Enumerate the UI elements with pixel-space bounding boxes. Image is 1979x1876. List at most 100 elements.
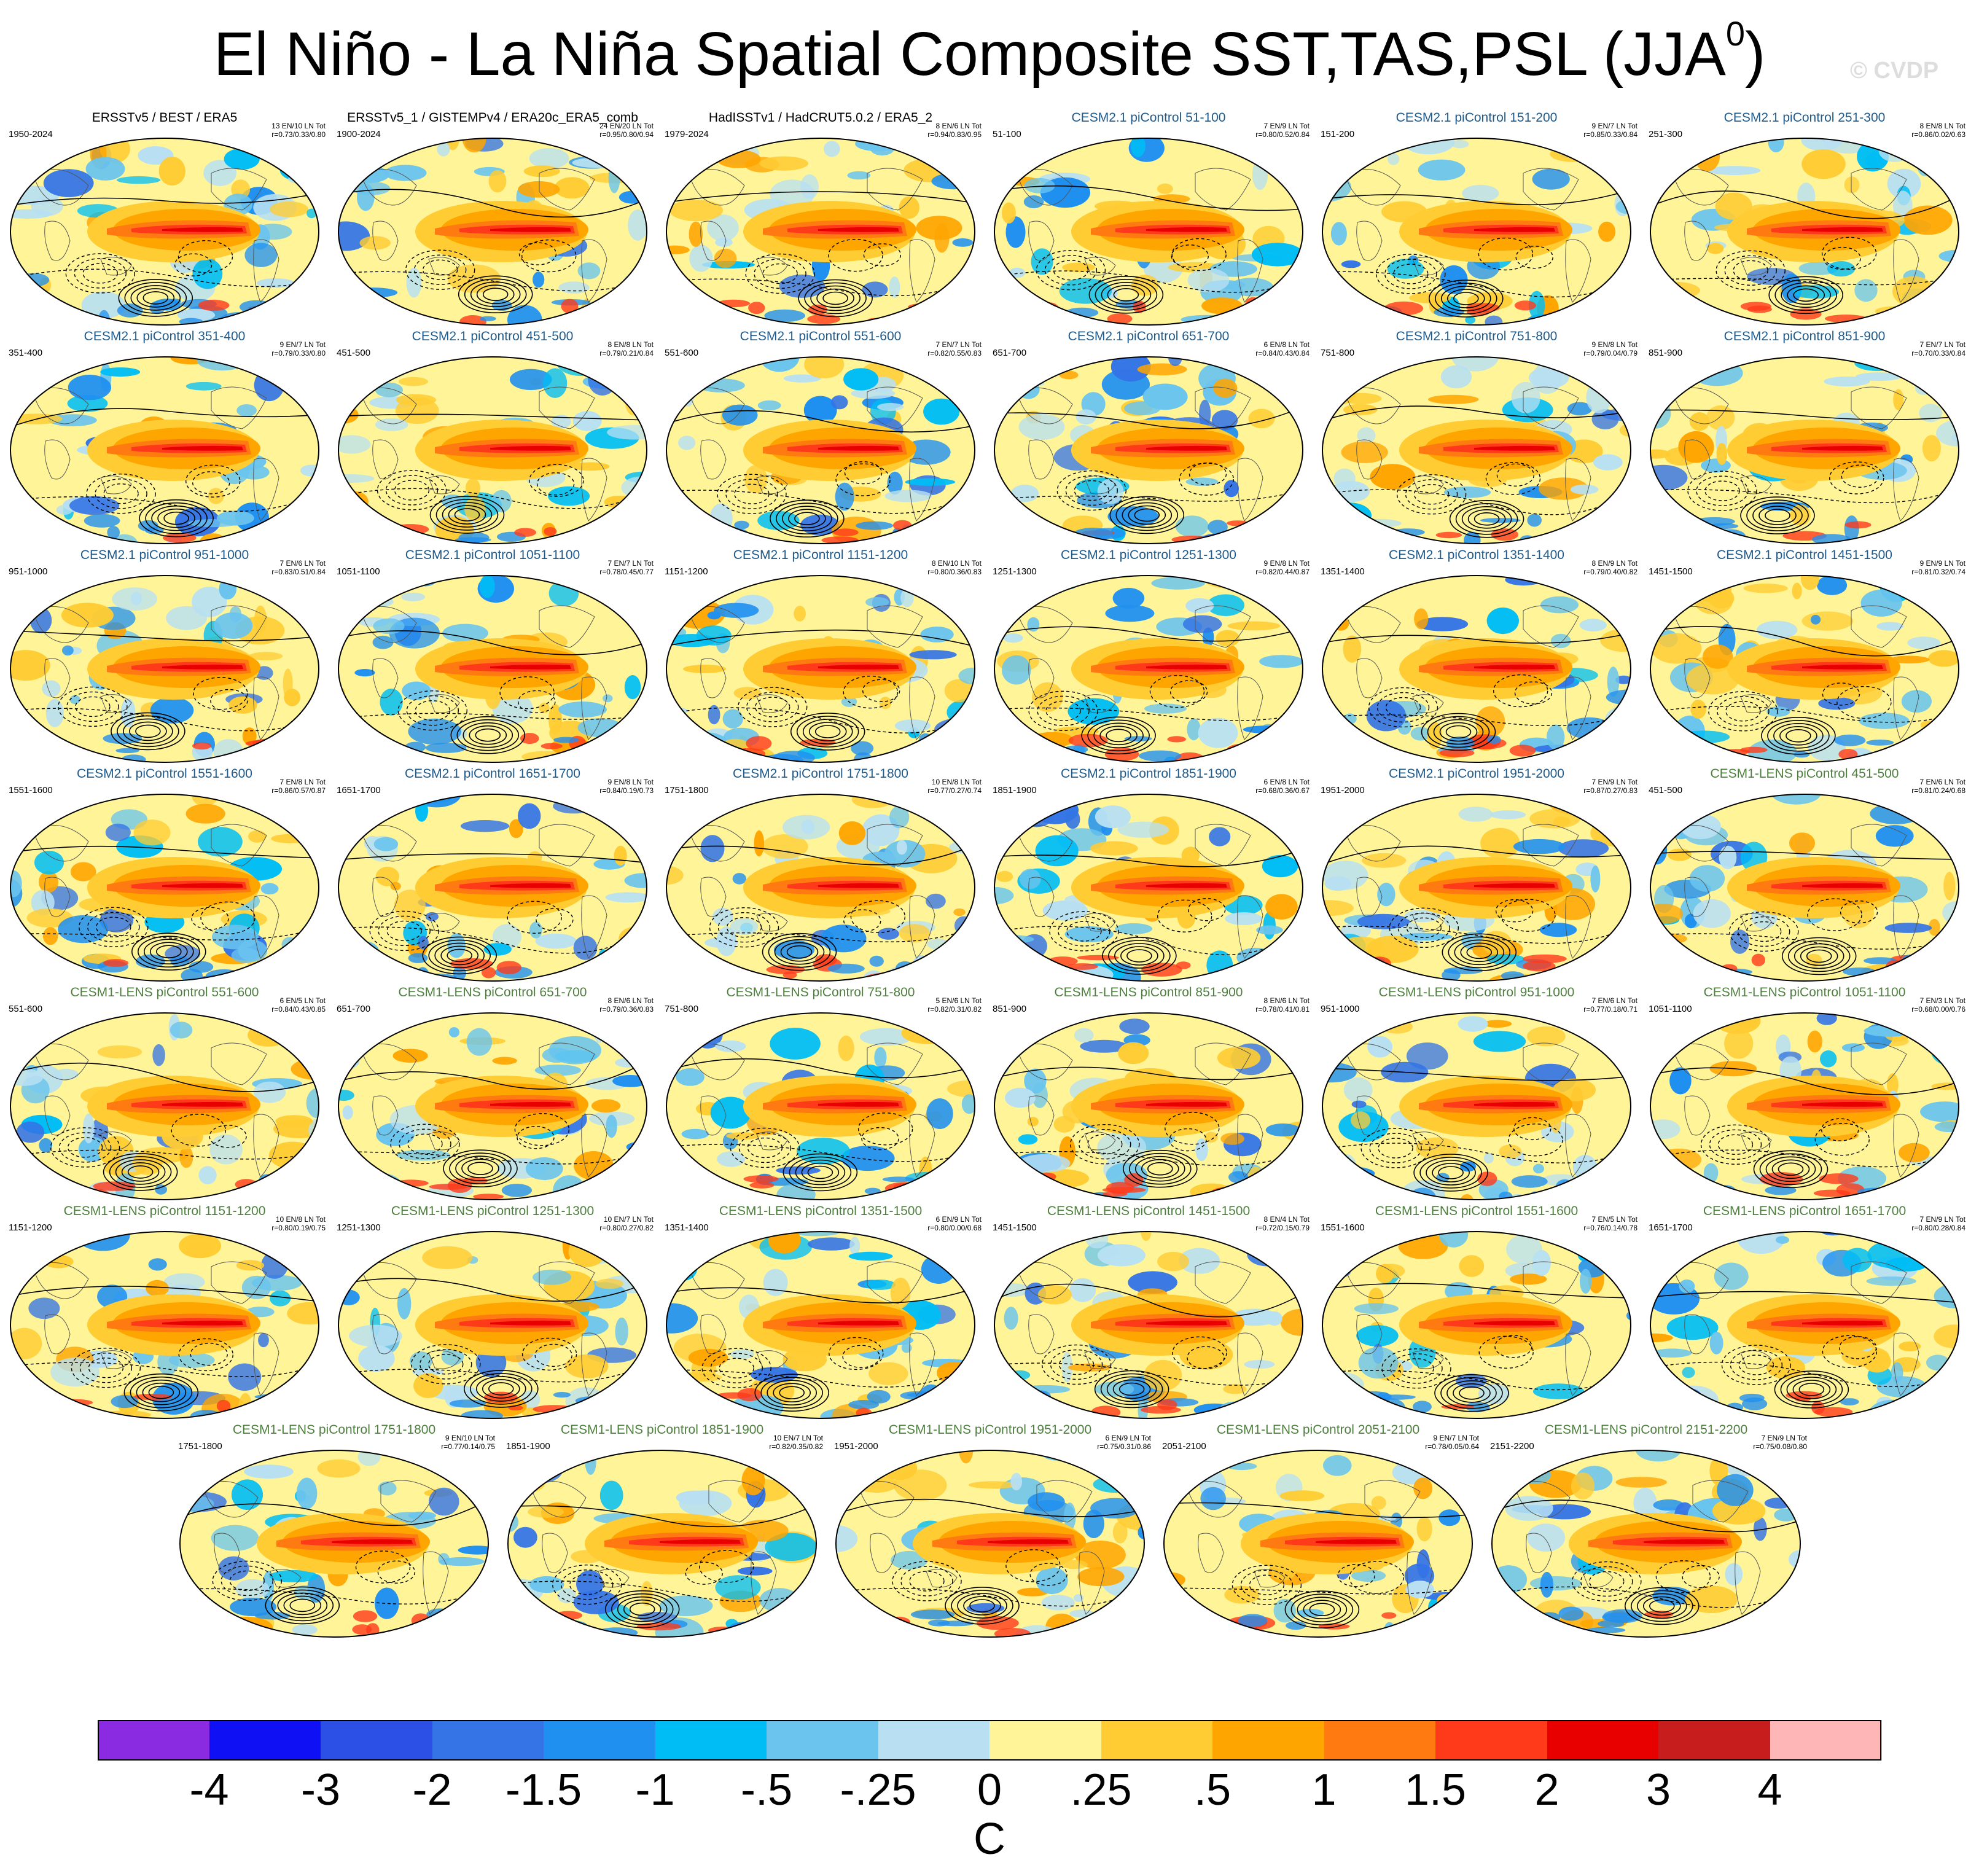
map-panel: ERSSTv5_1 / GISTEMPv4 / ERA20c_ERA5_comb… [328, 111, 657, 329]
panel-title: CESM2.1 piControl 151-200 [1395, 111, 1558, 125]
panel-stats: 6 EN/8 LN Tot r=0.68/0.36/0.67 [1255, 778, 1310, 795]
map-panel: CESM2.1 piControl 1751-1800 1751-1800 10 E… [656, 767, 985, 985]
panel-event-counts: 6 EN/9 [1105, 1434, 1128, 1442]
composite-map [666, 575, 975, 763]
panel-title: CESM2.1 piControl 751-800 [1395, 329, 1558, 343]
map-panel: CESM2.1 piControl 1851-1900 1851-1900 6 EN… [984, 767, 1313, 985]
panel-title: CESM2.1 piControl 351-400 [84, 329, 246, 343]
panel-event-counts: 8 EN/8 [607, 340, 631, 349]
composite-map [10, 356, 319, 544]
panel-correlation: r=0.81/0.24/0.68 [1911, 786, 1965, 795]
composite-map [1322, 1012, 1631, 1200]
panel-period: 2151-2200 [1490, 1441, 1534, 1452]
panel-stats-label: LN Tot [1944, 559, 1965, 568]
panel-event-counts: 8 EN/8 [1919, 122, 1943, 130]
panel-title: CESM2.1 piControl 1551-1600 [76, 767, 252, 781]
composite-map [666, 138, 975, 326]
panel-event-counts: 7 EN/9 [1263, 122, 1287, 130]
panel-event-counts: 9 EN/9 [1919, 559, 1943, 568]
map-panel: CESM2.1 piControl 251-300 251-300 8 EN/8 L… [1640, 111, 1969, 329]
panel-title: CESM2.1 piControl 851-900 [1723, 329, 1886, 343]
map-panel: CESM2.1 piControl 451-500 451-500 8 EN/8 L… [328, 329, 657, 548]
panel-period: 1151-1200 [665, 566, 708, 577]
panel-stats-label: LN Tot [960, 122, 982, 130]
panel-stats-label: LN Tot [960, 559, 982, 568]
panel-period: 1751-1800 [178, 1441, 222, 1452]
panel-correlation: r=0.79/0.36/0.83 [599, 1005, 654, 1014]
panel-stats-label: LN Tot [304, 559, 326, 568]
panel-stats-label: LN Tot [1616, 778, 1637, 786]
map-panel: CESM2.1 piControl 1051-1100 1051-1100 7 EN… [328, 548, 657, 767]
panel-correlation: r=0.82/0.31/0.82 [927, 1005, 982, 1014]
composite-map [666, 1012, 975, 1200]
panel-stats: 7 EN/3 LN Tot r=0.68/0.00/0.76 [1911, 996, 1965, 1014]
panel-stats: 5 EN/6 LN Tot r=0.82/0.31/0.82 [927, 996, 982, 1014]
panel-correlation: r=0.82/0.55/0.83 [927, 349, 982, 358]
panel-stats-label: LN Tot [474, 1434, 495, 1442]
panel-event-counts: 8 EN/10 [931, 559, 959, 568]
panel-period: 1551-1600 [9, 785, 53, 795]
colorbar-tick-label: -1 [635, 1765, 675, 1815]
title-close: ) [1744, 20, 1766, 88]
composite-map [1322, 1231, 1631, 1419]
panel-stats: 9 EN/9 LN Tot r=0.81/0.32/0.74 [1911, 559, 1965, 576]
panel-event-counts: 6 EN/5 [279, 996, 303, 1005]
colorbar-tick-label: 3 [1645, 1765, 1671, 1815]
panel-stats-label: LN Tot [960, 1215, 982, 1224]
panel-correlation: r=0.87/0.27/0.83 [1583, 786, 1637, 795]
panel-stats: 24 EN/20 LN Tot r=0.95/0.80/0.94 [599, 122, 654, 139]
panel-title: CESM1-LENS piControl 651-700 [398, 985, 587, 999]
panel-stats: 9 EN/8 LN Tot r=0.82/0.44/0.87 [1255, 559, 1310, 576]
panel-stats-label: LN Tot [1616, 559, 1637, 568]
panel-correlation: r=0.85/0.33/0.84 [1583, 130, 1637, 139]
map-panel: CESM1-LENS piControl 2151-2200 2151-2200 7… [1481, 1423, 1811, 1641]
map-panel: CESM1-LENS piControl 1051-1100 1051-1100 7… [1640, 985, 1969, 1204]
panel-stats: 7 EN/9 LN Tot r=0.75/0.08/0.80 [1753, 1434, 1807, 1451]
panel-event-counts: 6 EN/8 [1263, 340, 1287, 349]
panel-correlation: r=0.78/0.41/0.81 [1255, 1005, 1310, 1014]
panel-period: 151-200 [1321, 129, 1355, 139]
panel-period: 1979-2024 [665, 129, 709, 139]
panel-stats: 9 EN/7 LN Tot r=0.78/0.05/0.64 [1425, 1434, 1479, 1451]
composite-map [1650, 575, 1959, 763]
panel-title: CESM2.1 piControl 1851-1900 [1060, 767, 1236, 781]
panel-correlation: r=0.70/0.33/0.84 [1911, 349, 1965, 358]
map-panel: CESM2.1 piControl 851-900 851-900 7 EN/7 L… [1640, 329, 1969, 548]
panel-title: CESM1-LENS piControl 1351-1500 [719, 1204, 923, 1218]
map-panel: CESM2.1 piControl 1651-1700 1651-1700 9 EN… [328, 767, 657, 985]
panel-stats: 8 EN/10 LN Tot r=0.80/0.36/0.83 [927, 559, 982, 576]
composite-map [994, 794, 1303, 982]
composite-map [994, 138, 1303, 326]
map-panel: ERSSTv5 / BEST / ERA5 1950-2024 13 EN/10 L… [0, 111, 329, 329]
panel-period: 1851-1900 [993, 785, 1037, 795]
panel-stats-label: LN Tot [1944, 996, 1965, 1005]
panel-correlation: r=0.78/0.05/0.64 [1425, 1442, 1479, 1451]
panel-period: 651-700 [993, 348, 1027, 358]
panel-correlation: r=0.78/0.45/0.77 [599, 568, 654, 576]
colorbar-swatch [1547, 1720, 1659, 1761]
panel-correlation: r=0.82/0.44/0.87 [1255, 568, 1310, 576]
panel-event-counts: 7 EN/9 [1919, 1215, 1943, 1224]
panel-stats: 6 EN/8 LN Tot r=0.84/0.43/0.84 [1255, 340, 1310, 358]
panel-stats-label: LN Tot [632, 559, 654, 568]
panel-period: 1851-1900 [506, 1441, 550, 1452]
panel-title: CESM2.1 piControl 1951-2000 [1388, 767, 1564, 781]
colorbar-labels: -4 -3 -2 -1.5 -1 -.5 -.25 0 .25 .5 1 1.5 2 3 4 [0, 1763, 1979, 1818]
panel-period: 451-500 [1649, 785, 1683, 795]
composite-map [835, 1450, 1145, 1638]
panel-title: CESM2.1 piControl 51-100 [1071, 111, 1226, 125]
colorbar-swatch [432, 1720, 544, 1761]
panel-correlation: r=0.73/0.33/0.80 [271, 130, 326, 139]
panel-stats-label: LN Tot [632, 340, 654, 349]
panel-stats-label: LN Tot [1130, 1434, 1151, 1442]
colorbar-swatch [98, 1720, 209, 1761]
panel-stats: 10 EN/8 LN Tot r=0.77/0.27/0.74 [927, 778, 982, 795]
panel-correlation: r=0.80/0.00/0.68 [927, 1224, 982, 1232]
panel-title: CESM2.1 piControl 1151-1200 [733, 548, 908, 562]
composite-map [10, 794, 319, 982]
panel-period: 551-600 [665, 348, 699, 358]
panel-stats-label: LN Tot [802, 1434, 823, 1442]
panel-period: 1551-1600 [1321, 1222, 1365, 1233]
composite-map [10, 575, 319, 763]
panel-event-counts: 8 EN/4 [1263, 1215, 1287, 1224]
